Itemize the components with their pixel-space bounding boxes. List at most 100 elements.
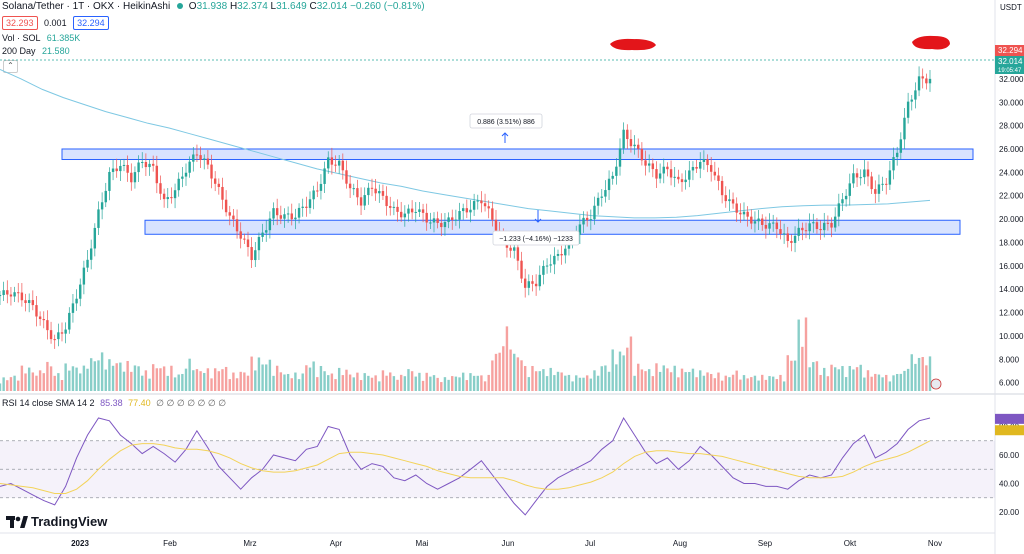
candle-body xyxy=(297,207,301,218)
volume-bar xyxy=(837,369,841,391)
collapse-legend-button[interactable]: ⌃ xyxy=(3,60,18,73)
volume-bar xyxy=(571,381,574,391)
symbol-title[interactable]: Solana/Tether · 1T · OKX · HeikinAshi xyxy=(2,1,171,12)
volume-bar xyxy=(257,357,261,391)
volume-bar xyxy=(786,355,789,391)
volume-bar xyxy=(458,377,461,391)
candle-body xyxy=(713,171,717,176)
range-zone xyxy=(61,148,974,161)
candle-body xyxy=(93,227,97,249)
currency-label[interactable]: USDT xyxy=(1000,3,1022,12)
candle-body xyxy=(491,208,494,220)
candle-body xyxy=(71,303,75,313)
volume-bar xyxy=(928,356,932,391)
volume-bar xyxy=(151,364,155,391)
volume-bar xyxy=(188,358,191,391)
volume-bar xyxy=(925,365,928,391)
candle-body xyxy=(804,230,808,232)
time-tick-label: 2023 xyxy=(71,539,89,548)
volume-bar xyxy=(312,361,315,391)
price-tick-label: 16.000 xyxy=(999,262,1024,271)
candle-body xyxy=(808,223,811,232)
candle-body xyxy=(53,339,56,341)
candle-body xyxy=(899,139,903,153)
volume-bar xyxy=(513,353,516,391)
volume-bar xyxy=(403,376,407,391)
candle-body xyxy=(268,218,272,231)
candle-body xyxy=(57,332,60,340)
candle-body xyxy=(779,229,782,234)
quote-row: 32.293 0.001 32.294 xyxy=(2,16,109,30)
volume-bar xyxy=(461,372,465,391)
candle-body xyxy=(458,211,461,220)
price-tick-label: 6.000 xyxy=(999,379,1020,388)
measure-label-upper: 0.886 (3.51%) 886 xyxy=(477,119,535,126)
candle-body xyxy=(910,99,913,102)
volume-bar xyxy=(31,372,35,391)
volume-bar xyxy=(761,374,764,391)
volume-bar xyxy=(509,349,512,391)
volume-bar xyxy=(855,367,859,391)
volume-bar xyxy=(272,375,275,391)
volume-bar xyxy=(728,377,731,391)
volume-bar xyxy=(323,371,326,391)
volume-bar xyxy=(46,361,49,391)
candle-body xyxy=(823,222,826,231)
tradingview-logo[interactable]: TradingView xyxy=(6,514,107,529)
rsi-tick-label: 60.00 xyxy=(999,451,1020,460)
price-tick-label: 32.000 xyxy=(999,75,1024,84)
volume-bar xyxy=(0,383,2,391)
volume-bar xyxy=(691,368,695,391)
volume-bar xyxy=(6,380,9,391)
candle-body xyxy=(436,218,439,223)
candle-body xyxy=(549,264,552,266)
volume-bar xyxy=(498,352,501,391)
bid-box[interactable]: 32.293 xyxy=(2,16,38,30)
volume-bar xyxy=(57,373,60,391)
ask-box[interactable]: 32.294 xyxy=(73,16,109,30)
volume-bar xyxy=(815,361,819,391)
time-tick-label: Mrz xyxy=(243,539,256,548)
candle-body xyxy=(626,129,629,140)
volume-bar xyxy=(184,368,188,391)
candle-body xyxy=(585,217,589,221)
volume-bar xyxy=(717,372,720,391)
candle-body xyxy=(341,160,345,171)
volume-bar xyxy=(162,366,166,391)
volume-label: Vol · SOL xyxy=(2,33,41,43)
volume-bar xyxy=(790,360,793,391)
candle-body xyxy=(509,247,512,251)
volume-bar xyxy=(224,366,228,391)
candle-body xyxy=(213,178,217,184)
volume-bar xyxy=(695,377,698,391)
candle-body xyxy=(717,175,720,181)
rsi-line xyxy=(0,416,931,516)
volume-bar xyxy=(301,373,304,391)
measure-label-lower: −1.233 (−4.16%) −1233 xyxy=(499,236,573,243)
candle-body xyxy=(425,212,428,223)
candle-body xyxy=(228,212,231,216)
candle-body xyxy=(290,213,293,220)
price-tick-label: 12.000 xyxy=(999,309,1024,318)
candle-body xyxy=(527,281,531,288)
candle-body xyxy=(363,195,366,206)
us-flag-icon xyxy=(930,378,942,390)
volume-bar xyxy=(870,376,873,391)
volume-bar xyxy=(42,373,45,391)
volume-bar xyxy=(476,375,479,391)
volume-bar xyxy=(531,365,534,391)
candle-body xyxy=(534,283,538,287)
candle-body xyxy=(199,155,202,160)
candle-body xyxy=(352,188,355,190)
candle-body xyxy=(863,169,866,178)
candle-body xyxy=(210,164,213,179)
volume-bar xyxy=(768,376,771,391)
candle-body xyxy=(9,294,13,297)
volume-bar xyxy=(906,368,910,391)
volume-bar xyxy=(217,371,221,391)
candle-body xyxy=(735,203,738,213)
candle-body xyxy=(367,187,370,196)
last-price-tag: 32.014 xyxy=(998,57,1023,66)
volume-legend: Vol · SOL 61.385K xyxy=(2,33,80,43)
